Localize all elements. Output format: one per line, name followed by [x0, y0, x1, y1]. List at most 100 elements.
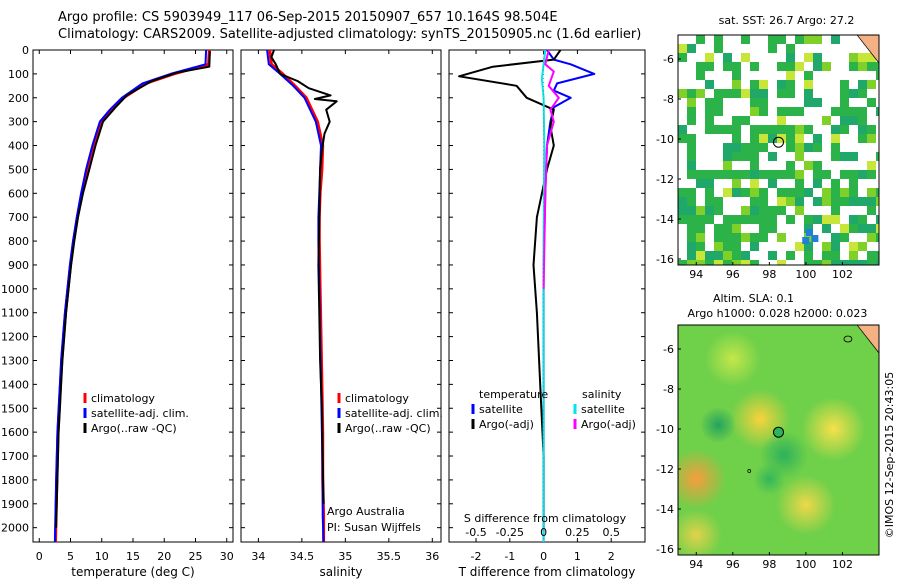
island-icon [747, 469, 752, 473]
difference-axes-box [448, 49, 646, 543]
x-tick-label: 1 [574, 550, 581, 563]
legend-label: Argo(-adj) [581, 418, 636, 431]
difference-series-salinity-argo-adj- [542, 49, 560, 289]
depth-tick-label: 1900 [1, 498, 29, 511]
temperature-panel: 0100200300400500600700800900100011001200… [1, 44, 234, 579]
x-tick-label: 35 [338, 550, 352, 563]
sla-map: 94 96 98 100 102 -6 -8 -10 -12 -14 -16 Altim. SLA: … [656, 292, 880, 571]
x-tick-label: 20 [157, 550, 171, 563]
depth-tick-label: 300 [8, 116, 29, 129]
land-icon [856, 35, 879, 64]
land-icon [856, 325, 879, 354]
map-y-tick-label: -16 [656, 253, 674, 266]
difference-series-temperature-argo-adj- [458, 49, 562, 528]
legend-label: Argo(..raw -QC) [91, 422, 177, 435]
map-x-tick-label: 102 [832, 268, 853, 281]
map-y-tick-label: -16 [656, 543, 674, 556]
sst-map-title: sat. SST: 26.7 Argo: 27.2 [719, 14, 855, 27]
temperature-series-satellite-adj-clim- [53, 49, 208, 543]
x-tick-label: 15 [126, 550, 140, 563]
sla-map-frame [677, 324, 880, 556]
salinity-panel: 34 34.5 35 35.5 36 salinity climatology satelli… [240, 49, 443, 579]
top-x-tick-label: 0 [540, 526, 547, 539]
sst-map-field [678, 35, 879, 265]
depth-tick-label: 1800 [1, 474, 29, 487]
sla-map-field [678, 325, 879, 555]
sla-map-title-line2: Argo h1000: 0.028 h2000: 0.023 [688, 307, 868, 320]
float-position-marker [773, 426, 784, 438]
depth-tick-label: 1400 [1, 378, 29, 391]
temperature-series-argo-raw-qc- [55, 51, 211, 528]
float-position-marker [773, 136, 784, 148]
map-y-tick-label: -10 [656, 423, 674, 436]
depth-tick-label: 0 [22, 44, 29, 57]
difference-xlabel: T difference from climatology [458, 565, 636, 579]
map-y-tick-label: -6 [663, 343, 674, 356]
map-y-tick-label: -8 [663, 93, 674, 106]
map-y-tick-label: -8 [663, 383, 674, 396]
difference-series-salinity-satellite [540, 49, 547, 542]
legend-salinity-title: salinity [582, 388, 622, 401]
map-x-tick-label: 102 [832, 558, 853, 571]
x-tick-label: 5 [67, 550, 74, 563]
x-tick-label: 36 [425, 550, 439, 563]
x-tick-label: 10 [95, 550, 109, 563]
depth-tick-label: 700 [8, 211, 29, 224]
map-x-tick-label: 96 [726, 268, 740, 281]
map-y-tick-label: -14 [656, 503, 674, 516]
temperature-series-climatology [54, 49, 211, 543]
map-x-tick-label: 100 [795, 558, 816, 571]
map-y-tick-label: -10 [656, 133, 674, 146]
legend-label: satellite [479, 403, 523, 416]
legend-temperature-title: temperature [479, 388, 548, 401]
depth-tick-label: 1700 [1, 450, 29, 463]
map-x-tick-label: 96 [726, 558, 740, 571]
temperature-axes-box [32, 49, 234, 543]
sst-map-frame [677, 34, 880, 266]
map-y-tick-label: -12 [656, 463, 674, 476]
top-x-tick-label: 0.5 [602, 526, 620, 539]
legend-label: satellite-adj. clim. [91, 407, 189, 420]
x-tick-label: -2 [471, 550, 482, 563]
temperature-xlabel: temperature (deg C) [71, 565, 194, 579]
map-y-tick-label: -12 [656, 173, 674, 186]
depth-tick-label: 1100 [1, 307, 29, 320]
annotation-line: PI: Susan Wijffels [327, 521, 421, 534]
legend-label: Argo(-adj) [479, 418, 534, 431]
salinity-xlabel: salinity [319, 565, 362, 579]
map-x-tick-label: 100 [795, 268, 816, 281]
depth-tick-label: 100 [8, 68, 29, 81]
x-tick-label: 2 [608, 550, 615, 563]
depth-tick-label: 1200 [1, 331, 29, 344]
map-x-tick-label: 94 [689, 558, 703, 571]
depth-tick-label: 1300 [1, 354, 29, 367]
x-tick-label: 30 [220, 550, 234, 563]
depth-tick-label: 1600 [1, 426, 29, 439]
contour-icon [843, 335, 853, 343]
depth-tick-label: 200 [8, 92, 29, 105]
sst-map: 94 96 98 100 102 -6 -8 -10 -12 -14 -16 sat. SST: 26… [656, 14, 880, 281]
map-y-tick-label: -14 [656, 213, 674, 226]
salinity-axes-box [240, 49, 442, 543]
x-tick-label: 25 [189, 550, 203, 563]
difference-xlabel-top: S difference from climatology [464, 512, 627, 525]
depth-tick-label: 400 [8, 140, 29, 153]
x-tick-label: 34.5 [290, 550, 315, 563]
legend-label: satellite [581, 403, 625, 416]
legend-label: climatology [345, 392, 409, 405]
map-x-tick-label: 98 [762, 268, 776, 281]
map-x-tick-label: 94 [689, 268, 703, 281]
legend-label: Argo(..raw -QC) [345, 422, 431, 435]
imos-stamp: ©IMOS 12-Sep-2015 20:43:05 [883, 372, 896, 538]
salinity-series-satellite-adj-clim- [266, 49, 325, 543]
top-x-tick-label: -0.5 [465, 526, 486, 539]
x-tick-label: 0 [540, 550, 547, 563]
map-x-tick-label: 98 [762, 558, 776, 571]
top-x-tick-label: 0.25 [565, 526, 590, 539]
x-tick-label: 35.5 [377, 550, 402, 563]
difference-panel: -2 -1 0 1 2 T difference from climatology -0.5… [448, 49, 646, 579]
depth-tick-label: 2000 [1, 522, 29, 535]
x-tick-label: -1 [504, 550, 515, 563]
top-x-tick-label: -0.25 [496, 526, 524, 539]
